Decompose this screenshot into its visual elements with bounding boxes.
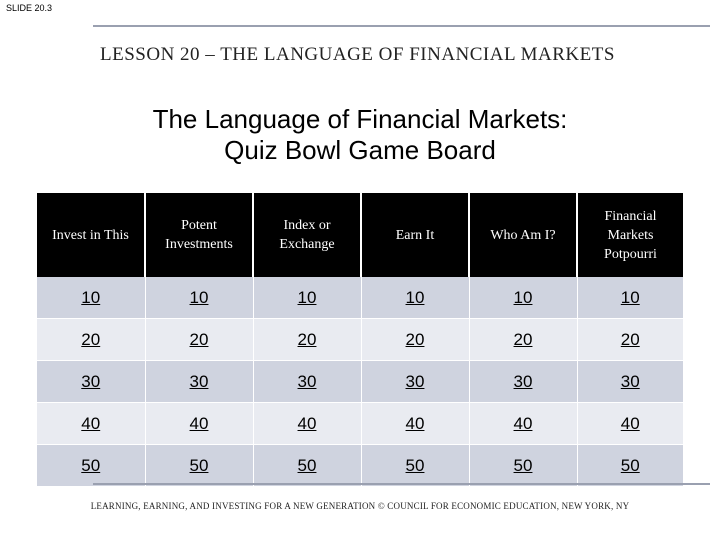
category-header: Potent Investments [145,193,254,277]
question-link[interactable]: 20 [145,318,254,361]
question-link[interactable]: 50 [253,444,362,487]
category-header-row: Invest in This Potent Investments Index … [37,193,683,277]
page-title: The Language of Financial Markets: Quiz … [60,104,660,166]
points-row: 50 50 50 50 50 50 [37,444,683,487]
question-link[interactable]: 30 [361,360,470,403]
category-header: Who Am I? [469,193,578,277]
game-board: Invest in This Potent Investments Index … [37,193,683,487]
lesson-title: LESSON 20 – THE LANGUAGE OF FINANCIAL MA… [100,44,615,65]
question-link[interactable]: 20 [37,318,146,361]
points-row: 40 40 40 40 40 40 [37,402,683,445]
question-link[interactable]: 50 [577,444,683,487]
question-link[interactable]: 40 [145,402,254,445]
points-row: 30 30 30 30 30 30 [37,360,683,403]
question-link[interactable]: 30 [577,360,683,403]
question-link[interactable]: 40 [253,402,362,445]
bottom-divider [93,483,710,485]
question-link[interactable]: 30 [469,360,578,403]
question-link[interactable]: 20 [253,318,362,361]
category-header: Invest in This [37,193,146,277]
question-link[interactable]: 20 [469,318,578,361]
question-link[interactable]: 10 [577,277,683,319]
question-link[interactable]: 40 [577,402,683,445]
points-row: 10 10 10 10 10 10 [37,277,683,319]
question-link[interactable]: 10 [253,277,362,319]
category-header: Earn It [361,193,470,277]
footer-credit: LEARNING, EARNING, AND INVESTING FOR A N… [90,501,630,511]
question-link[interactable]: 10 [361,277,470,319]
question-link[interactable]: 10 [37,277,146,319]
question-link[interactable]: 10 [469,277,578,319]
question-link[interactable]: 10 [145,277,254,319]
page-title-line-1: The Language of Financial Markets: [152,104,568,134]
question-link[interactable]: 30 [37,360,146,403]
question-link[interactable]: 30 [145,360,254,403]
category-header: Index or Exchange [253,193,362,277]
question-link[interactable]: 20 [361,318,470,361]
question-link[interactable]: 40 [361,402,470,445]
question-link[interactable]: 20 [577,318,683,361]
question-link[interactable]: 50 [145,444,254,487]
question-link[interactable]: 40 [469,402,578,445]
page-title-line-2: Quiz Bowl Game Board [224,135,496,165]
question-link[interactable]: 50 [361,444,470,487]
question-link[interactable]: 30 [253,360,362,403]
points-row: 20 20 20 20 20 20 [37,318,683,361]
category-header: Financial Markets Potpourri [577,193,683,277]
top-divider [93,25,710,27]
question-link[interactable]: 50 [37,444,146,487]
question-link[interactable]: 40 [37,402,146,445]
slide-number: SLIDE 20.3 [6,3,53,13]
question-link[interactable]: 50 [469,444,578,487]
